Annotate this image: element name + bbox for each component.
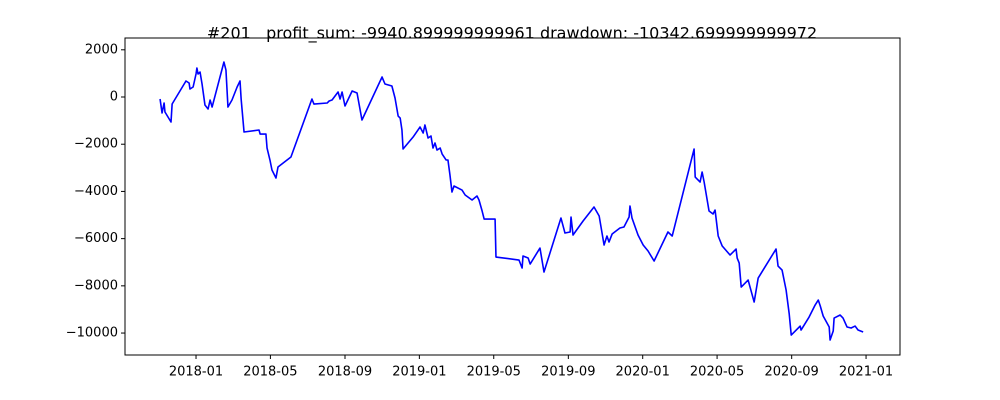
- axes-frame: [124, 37, 901, 356]
- x-tick-label: 2019-05: [467, 365, 521, 380]
- x-tick-label: 2020-05: [690, 365, 744, 380]
- y-tick-label: −2000: [74, 137, 118, 152]
- x-tick-label: 2019-09: [541, 365, 595, 380]
- y-tick-label: 0: [110, 90, 118, 105]
- x-tick-label: 2019-01: [392, 365, 446, 380]
- y-tick-label: −6000: [74, 231, 118, 246]
- x-tick-label: 2020-01: [616, 365, 670, 380]
- x-tick-label: 2018-05: [243, 365, 297, 380]
- y-tick-label: −8000: [74, 278, 118, 293]
- chart-title: #201 profit_sum: -9940.899999999961 draw…: [207, 24, 817, 44]
- x-tick-label: 2021-01: [839, 365, 893, 380]
- y-tick-label: −4000: [74, 184, 118, 199]
- x-tick-label: 2018-01: [169, 365, 223, 380]
- y-tick-label: 2000: [85, 42, 118, 57]
- x-tick-label: 2018-09: [318, 365, 372, 380]
- x-tick-label: 2020-09: [765, 365, 819, 380]
- line-series: [159, 61, 864, 341]
- y-tick-label: −10000: [66, 326, 118, 341]
